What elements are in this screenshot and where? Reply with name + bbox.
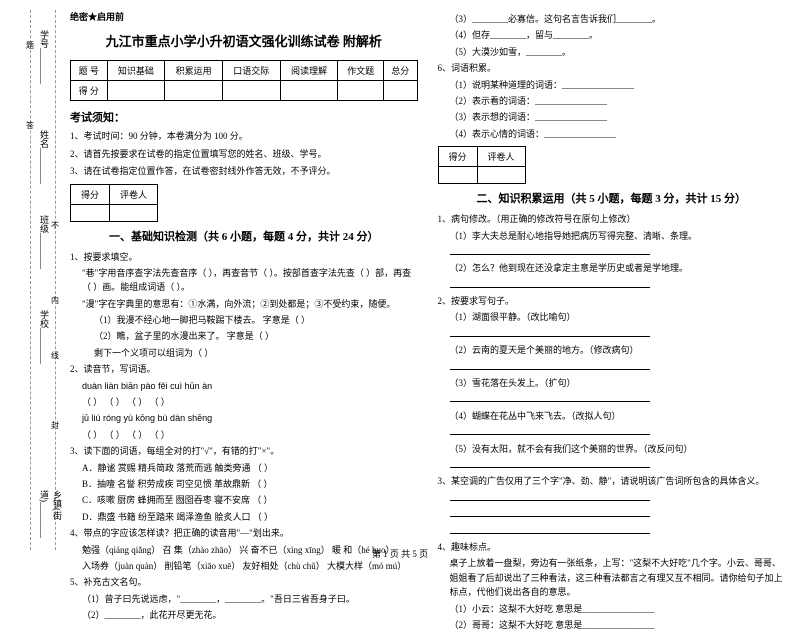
secret-label: 绝密★启用前	[70, 10, 418, 23]
q5: 5、补充古文名句。	[70, 575, 418, 589]
q2-bl1: （ ） （ ） （ ） （ ）	[70, 395, 418, 409]
side-char-bu: 不	[51, 220, 59, 231]
td-blank	[383, 81, 417, 101]
side-char-nei: 内	[51, 295, 59, 306]
section2-title: 二、知识积累运用（共 5 小题，每题 3 分，共计 15 分）	[438, 190, 786, 206]
th-tihao: 题 号	[71, 61, 108, 81]
grader-table-1: 得分评卷人	[70, 184, 158, 222]
side-label-xingming: 姓名________	[38, 130, 51, 184]
notice-item-1: 1、考试时间：90 分钟，本卷满分为 100 分。	[70, 130, 418, 144]
blank-line	[450, 336, 650, 337]
q2-py1: duàn liàn biān pào fěi cuì hūn àn	[70, 379, 418, 393]
q4: 4、带点的字应该怎样读？把正确的读音用"—"划出来。	[70, 526, 418, 540]
side-label-xuehao: 学号________	[38, 30, 51, 84]
page-footer: 第 1 页 共 5 页	[0, 547, 800, 560]
grader-defen: 得分	[71, 184, 110, 204]
blank-line	[450, 287, 650, 288]
q3: 3、读下面的词语，每组全对的打"√"，有错的打"×"。	[70, 444, 418, 458]
side-char-da: 答	[26, 120, 34, 131]
q2-py2: jū liú róng yù kōng bù dàn shēng	[70, 411, 418, 425]
q6: 6、词语积累。	[438, 61, 786, 75]
td-defen: 得 分	[71, 81, 108, 101]
notice-item-2: 2、请首先按要求在试卷的指定位置填写您的姓名、班级、学号。	[70, 148, 418, 162]
score-table: 题 号 知识基础 积累运用 口语交际 阅读理解 作文题 总分 得 分	[70, 60, 418, 101]
td-blank	[222, 81, 280, 101]
side-char-xian: 线	[51, 350, 59, 361]
s2-q4-2: （2）哥哥：这梨不大好吃 意思是________________	[438, 618, 786, 632]
page-title: 九江市重点小学小升初语文强化训练试卷 附解析	[70, 31, 418, 50]
q4-2: 入场券（juàn quàn） 削铅笔（xiāo xuē） 友好相处（chù ch…	[70, 559, 418, 573]
q5-1: （1）曾子曰先说远虑，"________，________。"吾日三省吾身子曰。	[70, 592, 418, 606]
q1-1: "巷"字用音序查字法先查音序（ ），再查音节（ ）。按部首查字法先查（ ）部，再…	[70, 266, 418, 295]
q6-1: （1）说明某种道理的词语：________________	[438, 78, 786, 92]
s2-q1-1: （1）李大夫总是耐心地指导她把病历写得完整、清晰、条理。	[438, 229, 786, 243]
q6-2: （2）表示看的词语：________________	[438, 94, 786, 108]
s2-q2-3: （3）雪花落在头发上。（扩句）	[438, 376, 786, 390]
th-yuedu: 阅读理解	[280, 61, 338, 81]
q1-2: "漫"字在字典里的意思有：①水满，向外流；②到处都是；③不受约束，随便。	[70, 297, 418, 311]
td-blank	[280, 81, 338, 101]
th-zongfen: 总分	[383, 61, 417, 81]
blank-line	[450, 369, 650, 370]
q2-bl2: （ ） （ ） （ ） （ ）	[70, 428, 418, 442]
grader-pingjuanren: 评卷人	[110, 184, 158, 204]
q2: 2、读音节，写词语。	[70, 362, 418, 376]
q5-3: （3）________必寡信。这句名言告诉我们________。	[438, 12, 786, 26]
blank-line	[450, 533, 650, 534]
s2-q2-1: （1）湖面很平静。（改比喻句）	[438, 310, 786, 324]
q3-a: A．静谧 赏赐 精兵简政 落荒而逃 触类旁通 （ ）	[70, 461, 418, 475]
th-kouyu: 口语交际	[222, 61, 280, 81]
q1-2b: （2）瞧，盆子里的水漫出来了。 字意是（ ）	[70, 329, 418, 343]
blank-line	[450, 401, 650, 402]
td-blank	[338, 81, 384, 101]
grader-blank	[110, 204, 158, 221]
section1-title: 一、基础知识检测（共 6 小题，每题 4 分，共计 24 分）	[70, 228, 418, 244]
s2-q1: 1、病句修改。（用正确的修改符号在原句上修改）	[438, 212, 786, 226]
s2-q4-text: 桌子上放着一盘梨，旁边有一张纸条，上写："这梨不大好吃"几个字。小云、哥哥、姐姐…	[438, 556, 786, 599]
side-char-ti: 题	[26, 40, 34, 51]
blank-line	[450, 254, 650, 255]
q5-2: （2）________，此花开尽更无花。	[70, 608, 418, 622]
grader-table-2: 得分评卷人	[438, 146, 526, 184]
th-jilei: 积累运用	[165, 61, 223, 81]
side-label-xuexiao: 学校________	[38, 310, 51, 364]
s2-q2-4: （4）蝴蝶在花丛中飞来飞去。（改拟人句）	[438, 409, 786, 423]
th-zhishi: 知识基础	[107, 61, 165, 81]
q6-4: （4）表示心情的词语：________________	[438, 127, 786, 141]
td-blank	[165, 81, 223, 101]
q5-5: （5）大漠沙如雪，________。	[438, 45, 786, 59]
blank-line	[450, 434, 650, 435]
q3-c: C．咳嗽 厨房 蜂拥而至 囫囵吞枣 寝不安席 （ ）	[70, 493, 418, 507]
q6-3: （3）表示想的词语：________________	[438, 110, 786, 124]
grader-defen: 得分	[438, 147, 477, 167]
side-char-feng: 封	[51, 420, 59, 431]
q3-d: D．鼎盛 书籍 纷至踏来 竭泽渔鱼 脍炙人口 （ ）	[70, 510, 418, 524]
s2-q2: 2、按要求写句子。	[438, 294, 786, 308]
q1-2c: 剩下一个义项可以组词为（ ）	[70, 346, 418, 360]
s2-q1-2: （2）怎么？他到现在还没拿定主意是学历史或者是学地理。	[438, 261, 786, 275]
s2-q2-5: （5）没有太阳，就不会有我们这个美丽的世界。（改反问句）	[438, 442, 786, 456]
grader-blank	[438, 167, 477, 184]
s2-q2-2: （2）云南的夏天是个美丽的地方。（修改病句）	[438, 343, 786, 357]
grader-blank	[477, 167, 525, 184]
notice-item-3: 3、请在试卷指定位置作答，在试卷密封线外作答无效，不予评分。	[70, 165, 418, 179]
s2-q4-1: （1）小云：这梨不大好吃 意思是________________	[438, 602, 786, 616]
q1-2a: （1）我漫不经心地一脚把马鞍踢下楼去。 字意是（ ）	[70, 313, 418, 327]
blank-line	[450, 516, 650, 517]
notice-title: 考试须知：	[70, 109, 418, 125]
td-blank	[107, 81, 165, 101]
blank-line	[450, 467, 650, 468]
blank-line	[450, 500, 650, 501]
q3-b: B．抽噎 名誉 积劳成疾 司空见惯 革故鼎新 （ ）	[70, 477, 418, 491]
th-zuowen: 作文题	[338, 61, 384, 81]
q5-4: （4）但存________，留与________。	[438, 28, 786, 42]
q1: 1、按要求填空。	[70, 250, 418, 264]
s2-q3: 3、某空调的广告仅用了三个字"净、劲、静"，请说明该广告词所包含的具体含义。	[438, 474, 786, 488]
grader-pingjuanren: 评卷人	[477, 147, 525, 167]
grader-blank	[71, 204, 110, 221]
side-label-banji: 班级________	[38, 215, 51, 269]
